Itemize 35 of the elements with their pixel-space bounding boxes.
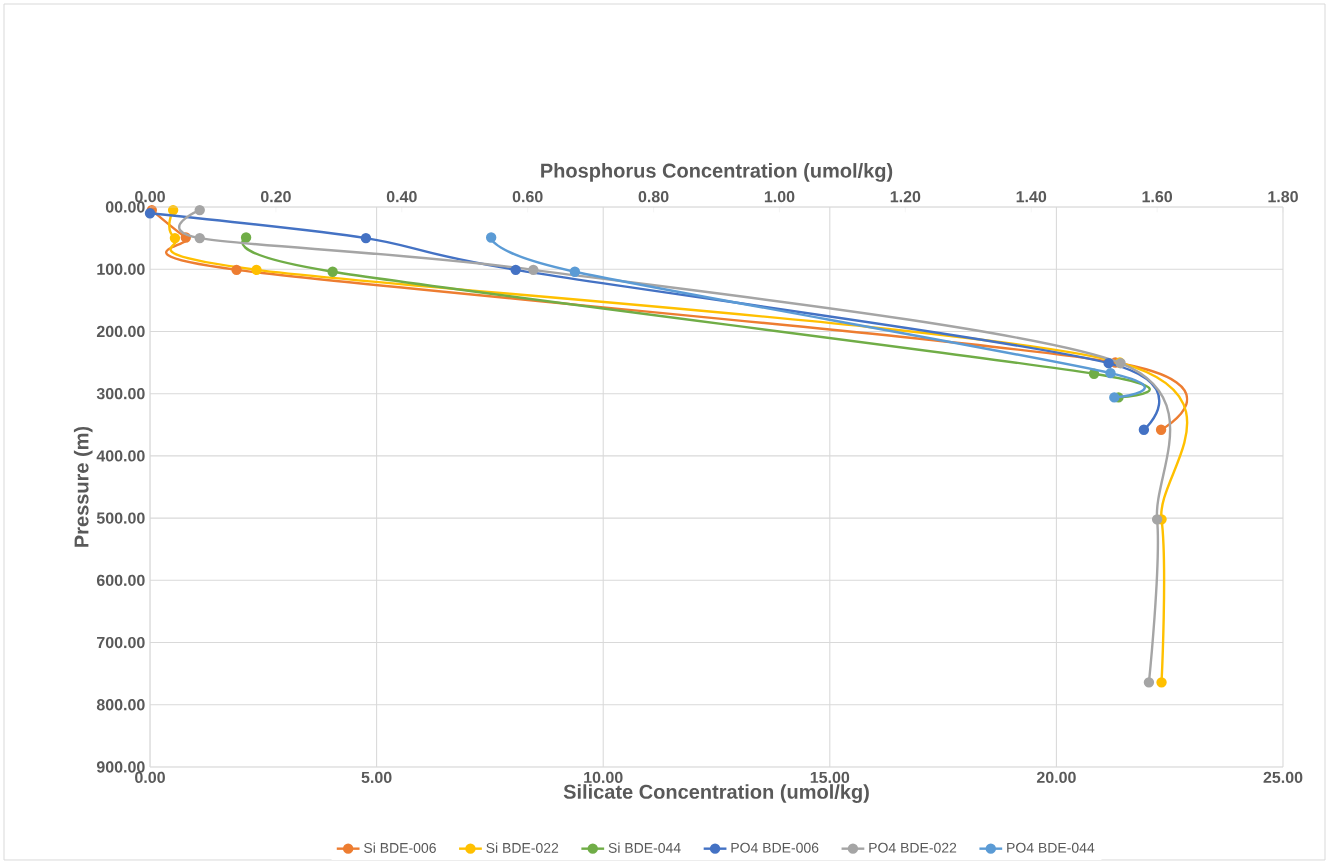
x-tick-label: 25.00: [1263, 771, 1303, 784]
y-tick-label: 200.00: [96, 325, 145, 338]
x2-tick-label: 1.20: [890, 190, 921, 203]
x2-axis-title: Phosphorus Concentration (umol/kg): [541, 163, 893, 182]
legend-label: Si BDE-022: [486, 842, 559, 853]
legend-label: PO4 BDE-044: [1007, 842, 1095, 853]
legend-label: Si BDE-006: [364, 842, 436, 853]
x-axis-title: Silicate Concentration (umol/kg): [563, 784, 869, 803]
x-tick-label: 0.00: [135, 771, 165, 784]
y-tick-label: 400.00: [96, 450, 145, 462]
x-tick-label: 5.00: [361, 771, 392, 784]
y-tick-label: 700.00: [97, 636, 145, 649]
y-tick-label: 300.00: [96, 388, 145, 400]
x2-tick-label: 0.00: [135, 190, 165, 203]
y-tick-label: 900.00: [96, 761, 145, 773]
x2-tick-label: 0.60: [512, 190, 543, 203]
x2-tick-label: 0.20: [260, 190, 291, 203]
y-tick-label: 500.00: [96, 512, 145, 524]
x2-tick-label: 1.80: [1268, 190, 1298, 203]
y-tick-label: 00.00: [105, 201, 145, 213]
x2-tick-label: 1.60: [1142, 190, 1173, 203]
y-tick-label: 600.00: [96, 574, 145, 586]
x-tick-label: 15.00: [810, 771, 850, 784]
legend-label: PO4 BDE-022: [869, 842, 957, 853]
x2-tick-label: 1.00: [764, 190, 795, 203]
x2-tick-label: 0.40: [386, 190, 417, 203]
legend-label: Si BDE-044: [608, 842, 681, 853]
y-axis-title: Pressure (m): [73, 426, 93, 547]
x-tick-label: 20.00: [1036, 771, 1076, 784]
x2-tick-label: 0.80: [638, 190, 669, 203]
y-tick-label: 100.00: [97, 263, 145, 275]
y-tick-label: 800.00: [96, 699, 145, 711]
legend-label: PO4 BDE-006: [731, 842, 819, 853]
x2-tick-label: 1.40: [1016, 190, 1047, 203]
x-tick-label: 10.00: [584, 771, 623, 784]
